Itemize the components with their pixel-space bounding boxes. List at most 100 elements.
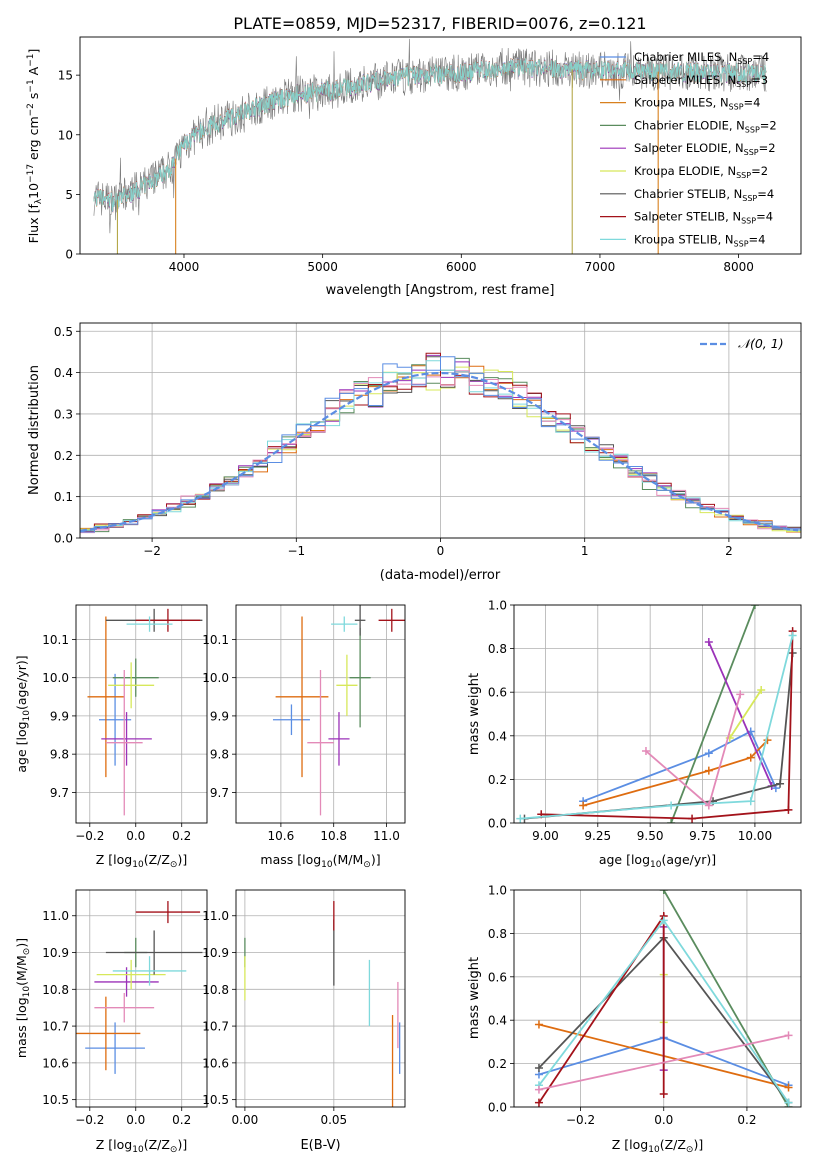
weight_vs_Z-xtick-label: −0.2 [566,1113,595,1127]
weight_vs_Z-ylabel: mass weight [467,957,482,1039]
weight_vs_age-ytick-label: 0.2 [488,773,507,787]
legend-entry-salpeter_stelib: Salpeter STELIB, NSSP=4 [634,210,773,226]
legend-tail: =2 [759,141,776,155]
age_vs_mass-ytick-label: 10.1 [202,633,229,647]
mass_vs_ebv-ytick-label: 10.7 [202,1020,229,1034]
series-marker-kroupa_stelib [746,797,755,806]
mass_vs_Z-xtick-label: −0.2 [75,1113,104,1127]
legend-tail: =4 [757,187,774,201]
weight_vs_age-xlabel-part: (age/yr)] [661,852,716,867]
weight_vs_Z-xlabel: Z [log10(Z/Z⊙)] [612,1137,703,1155]
legend-sub: SSP [742,194,757,203]
mass_vs_Z-xlabel: Z [log10(Z/Z⊙)] [96,1137,187,1155]
mass_vs_ebv-ytick-label: 10.9 [202,946,229,960]
series-marker-kroupa_miles_hist [704,801,713,810]
weight_vs_age-ytick-label: 1.0 [488,599,507,613]
series-marker-kroupa_miles_hist [534,1085,543,1094]
spectrum-ylabel: Flux [fλ10−17 erg cm−2 s−1 A−1] [26,49,44,244]
weight_vs_Z-xtick-label: 0.0 [654,1113,673,1127]
legend-tail: =2 [760,118,777,132]
age_vs_Z-ylabel-part: 10 [22,710,32,722]
series-marker-salpeter_miles [579,801,588,810]
weight_vs_Z-xlabel-part: )] [693,1137,703,1152]
spectrum-ylabel-part: −1 [26,54,36,67]
age_vs_Z-ytick-label: 9.9 [50,709,69,723]
series-marker-salpeter_stelib [784,805,793,814]
mass_vs_ebv-ytick-label: 11.0 [202,909,229,923]
spectrum-ytick-label: 10 [58,128,73,142]
age_vs_mass-panel: 10.6 10.8 11.0 9.7 9.8 9.9 10.0 10.1 mass [log10… [202,604,406,870]
age_vs_Z-xlabel: Z [log10(Z/Z⊙)] [96,852,187,870]
age_vs_mass-xlabel: mass [log10(M/M⊙)] [260,852,380,870]
mass_vs_ebv-plot [244,901,401,1107]
age_vs_mass-xlabel-part: ⊙ [363,860,371,870]
legend-name: Kroupa STELIB, N [634,232,734,246]
age_vs_mass-plot [272,605,405,816]
weight_vs_age-plot [516,605,797,823]
residual_hist-ytick-label: 0.0 [54,532,73,546]
mass_vs_Z-xlabel-part: Z [log [96,1137,132,1152]
mass_vs_Z-xtick-label: 0.2 [172,1113,191,1127]
mass_vs_ebv-ytick-label: 10.8 [202,983,229,997]
weight_vs_Z-frame [513,889,802,1108]
spectrum-ylabel-part: −1 [26,79,36,92]
weight_vs_age-ytick-label: 0.6 [488,686,507,700]
series-marker-kroupa_elodie [757,686,766,695]
spectrum-plot [93,38,767,254]
mass_vs_Z-xlabel-part: )] [177,1137,187,1152]
weight_vs_age-xlabel-part: age [log [599,852,650,867]
weight_vs_age-frame [513,604,802,824]
age_vs_Z-grid [76,605,207,823]
legend-tail: =4 [749,232,766,246]
weight_vs_Z-xlabel-part: ⊙ [686,1145,694,1155]
series-marker-chabrier_miles [704,749,713,758]
legend-name: Salpeter MILES, N [634,73,736,87]
mass_vs_Z-ytick-label: 10.9 [42,946,69,960]
age_vs_Z-xlabel-part: Z [log [96,852,132,867]
age_vs_Z-xlabel-part: (Z/Z [144,852,170,867]
series-line-salpeter_stelib [541,631,794,820]
series-marker-kroupa_stelib [516,814,525,823]
age_vs_mass-xlabel-part: (M/M [333,852,364,867]
spectrum-xtick-label: 4000 [169,260,200,274]
series-marker-kroupa_stelib [667,801,676,810]
series-marker-salpeter_elodie [704,638,713,647]
residual_hist-ytick-label: 0.5 [54,325,73,339]
spectrum-xtick-label: 8000 [723,260,754,274]
mass_vs_Z-ytick-label: 11.0 [42,909,69,923]
series-marker-salpeter_stelib [659,1089,668,1098]
spectrum-ylabel-part: Flux [f [26,204,41,244]
weight_vs_age-xlabel: age [log10(age/yr)] [599,852,716,870]
spectrum-panel: 4000 5000 6000 7000 8000 0 5 10 15 wavelength [An… [26,36,802,298]
age_vs_mass-ytick-label: 9.8 [210,748,229,762]
weight_vs_Z-ytick-label: 0.8 [488,927,507,941]
mass_vs_Z-ylabel-part: )] [14,938,29,948]
legend-sub: SSP [729,103,744,112]
series-marker-chabrier_elodie [659,890,668,894]
age_vs_mass-xtick-label: 11.0 [373,829,400,843]
residual_hist-panel: −2 −1 0 1 2 0.0 0.1 0.2 0.3 0.4 0.5 𝒩(0, 1) (data-mo… [27,322,802,583]
series-marker-salpeter_stelib [534,1098,543,1107]
series-marker-chabrier_stelib [534,1063,543,1072]
age_vs_Z-ytick-label: 10.0 [42,671,69,685]
mass_vs_ebv-ytick-label: 10.5 [202,1093,229,1107]
spectrum-ylabel-part: A [26,66,41,79]
weight_vs_Z-ytick-label: 0.0 [488,1101,507,1115]
series-marker-kroupa_miles_hist [784,1031,793,1040]
legend-sub: SSP [741,217,756,226]
age_vs_mass-xtick-label: 10.6 [268,829,295,843]
figure-title: PLATE=0859, MJD=52317, FIBERID=0076, z=0… [233,14,646,33]
spectrum-ytick-label: 0 [65,248,73,262]
age_vs_mass-xlabel-part: )] [371,852,381,867]
age_vs_mass-xlabel-part: mass [log [260,852,321,867]
legend-name: Kroupa ELODIE, N [634,164,736,178]
age_vs_Z-plot [87,608,203,816]
legend-entry-salpeter_elodie: Salpeter ELODIE, NSSP=2 [634,141,776,157]
mass_vs_ebv-grid [236,890,405,1107]
age_vs_Z-ylabel-part: age [log [14,721,29,772]
age_vs_Z-frame [75,604,208,824]
gaussian-reference-line [80,372,799,532]
series-marker-chabrier_elodie [750,605,759,609]
